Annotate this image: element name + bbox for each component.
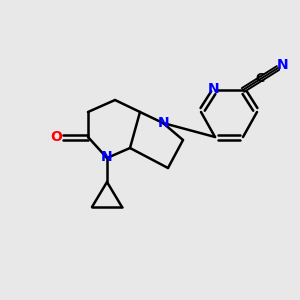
Text: O: O xyxy=(50,130,62,144)
Text: C: C xyxy=(255,71,265,85)
Text: N: N xyxy=(158,116,170,130)
Text: N: N xyxy=(101,150,113,164)
Text: N: N xyxy=(208,82,220,96)
Text: N: N xyxy=(277,58,289,72)
